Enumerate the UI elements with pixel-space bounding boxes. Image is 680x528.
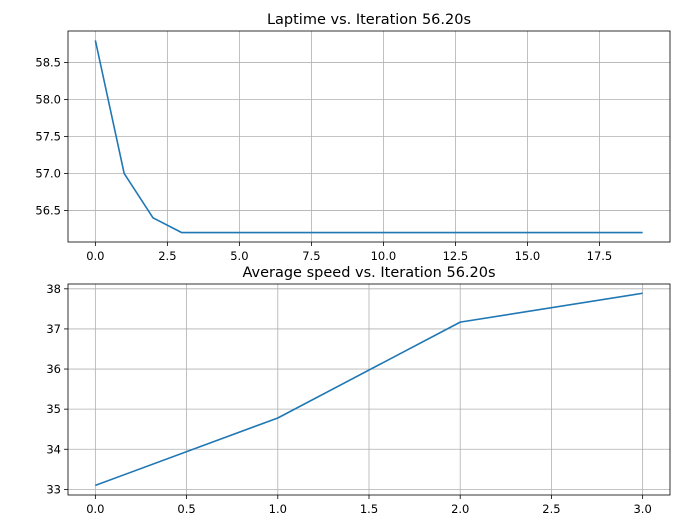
chart-1-axes-frame — [67, 30, 671, 243]
chart-2-y-tick-label: 36 — [46, 362, 61, 376]
chart-1-x-tick-label: 2.5 — [158, 249, 176, 263]
chart-2: 0.0 0.5 1.0 1.5 2.0 2.5 3.0 33 34 35 36 37 38 Average… — [46, 265, 671, 516]
chart-1-y-tick-label: 57.0 — [35, 166, 61, 180]
chart-1-y-tick-label: 58.5 — [35, 56, 61, 70]
chart-1-x-tick-label: 10.0 — [371, 249, 397, 263]
chart-2-axes-frame — [67, 283, 671, 496]
chart-2-x-tick-label: 0.5 — [177, 502, 195, 516]
chart-2-x-tick-label: 2.0 — [451, 502, 469, 516]
chart-2-y-tick-label: 34 — [46, 442, 61, 456]
chart-1-y-tick-label: 56.5 — [35, 203, 61, 217]
chart-2-x-tick-label: 3.0 — [633, 502, 651, 516]
chart-1-x-tick-label: 12.5 — [443, 249, 469, 263]
chart-1: 0.0 2.5 5.0 7.5 10.0 12.5 15.0 17.5 56.5 57.0 57.5… — [35, 12, 671, 263]
chart-1-y-tick-label: 58.0 — [35, 93, 61, 107]
chart-1-x-tick-label: 5.0 — [230, 249, 248, 263]
chart-1-x-tick-label: 7.5 — [302, 249, 320, 263]
chart-2-x-tick-label: 2.5 — [542, 502, 560, 516]
chart-1-x-tick-label: 17.5 — [587, 249, 613, 263]
chart-2-y-tick-label: 35 — [46, 402, 61, 416]
chart-1-y-tick-label: 57.5 — [35, 130, 61, 144]
chart-2-y-tick-label: 33 — [46, 482, 61, 496]
chart-2-x-tick-label: 1.5 — [360, 502, 378, 516]
chart-1-x-tick-label: 15.0 — [515, 249, 541, 263]
chart-1-title: Laptime vs. Iteration 56.20s — [267, 12, 471, 28]
chart-1-series-line — [94, 40, 643, 234]
chart-2-x-tick-label: 1.0 — [269, 502, 287, 516]
chart-2-title: Average speed vs. Iteration 56.20s — [242, 265, 495, 281]
chart-2-x-tick-label: 0.0 — [86, 502, 104, 516]
chart-2-series-line — [95, 292, 643, 487]
chart-2-y-tick-label: 37 — [46, 322, 61, 336]
chart-1-x-tick-label: 0.0 — [86, 249, 104, 263]
chart-2-y-tick-label: 38 — [46, 282, 61, 296]
